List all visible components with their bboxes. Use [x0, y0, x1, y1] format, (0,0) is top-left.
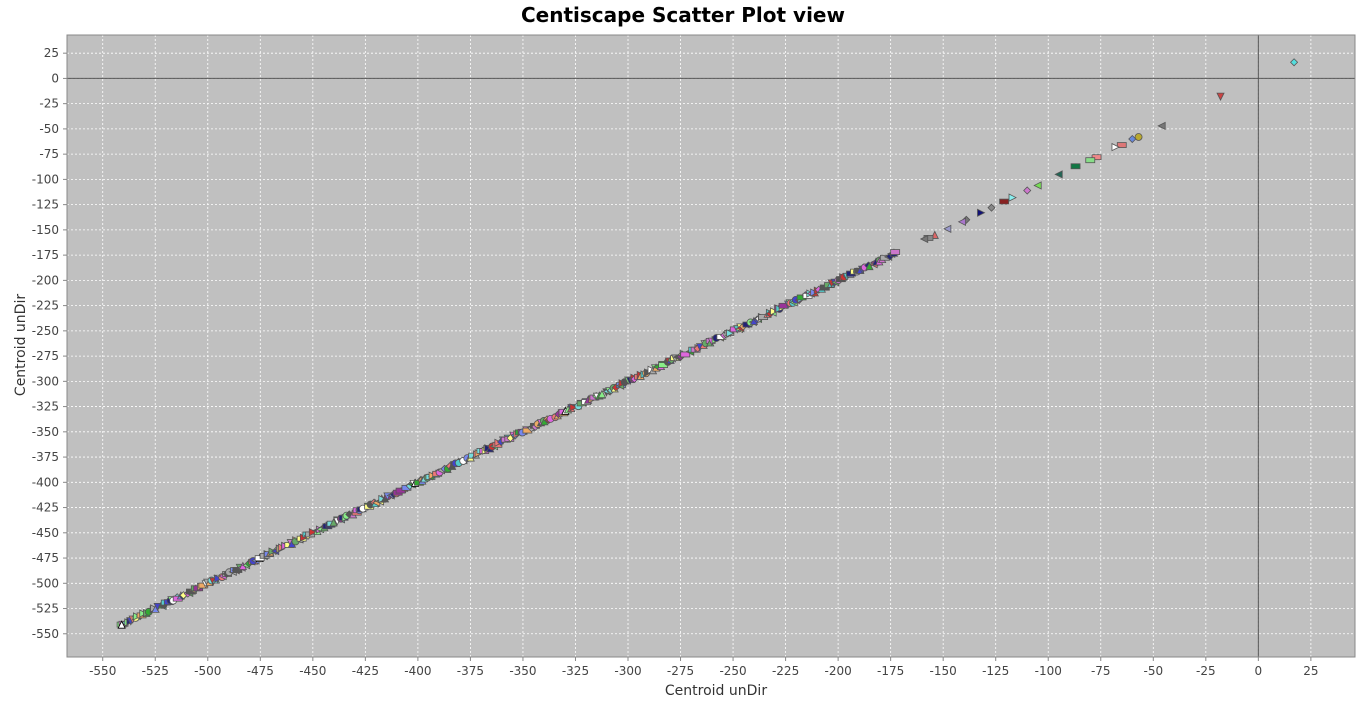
data-point: [1128, 134, 1137, 144]
y-tick-label: -525: [32, 602, 59, 616]
y-tick-label: -200: [32, 273, 59, 287]
data-point: [919, 234, 929, 244]
data-point: [942, 224, 952, 234]
x-tick-label: 0: [1255, 664, 1263, 678]
x-tick-label: -275: [667, 664, 694, 678]
y-tick-label: -100: [32, 172, 59, 186]
x-tick-label: -375: [457, 664, 484, 678]
data-point: [957, 217, 966, 226]
data-point: [1085, 157, 1096, 164]
x-tick-label: -450: [299, 664, 326, 678]
y-axis-label: Centroid unDir: [13, 294, 29, 396]
y-tick-label: -375: [32, 450, 59, 464]
x-tick-label: 25: [1303, 664, 1318, 678]
x-tick-label: -400: [404, 664, 431, 678]
y-tick-label: -50: [39, 122, 59, 136]
data-point: [1033, 181, 1042, 190]
data-point: [987, 203, 996, 212]
data-point: [117, 620, 126, 629]
data-point: [1023, 186, 1032, 195]
x-tick-label: -300: [614, 664, 641, 678]
data-point: [1008, 193, 1017, 202]
data-point: [977, 208, 986, 217]
data-point: [1091, 154, 1102, 161]
data-point: [569, 403, 578, 412]
data-point: [890, 249, 901, 255]
y-tick-label: -25: [39, 97, 59, 111]
y-tick-label: -150: [32, 223, 59, 237]
data-point: [999, 198, 1010, 205]
data-point: [1290, 58, 1299, 67]
x-axis-label: Centroid unDir: [665, 683, 767, 699]
x-tick-label: -425: [352, 664, 379, 678]
y-tick-label: -275: [32, 349, 59, 363]
y-axis: 25 0 -25 -50 -75 -100 -125 -150 -175 -200 -225 -250…: [32, 46, 67, 641]
y-tick-label: -450: [32, 526, 59, 540]
y-tick-label: -475: [32, 551, 59, 565]
x-tick-label: -175: [877, 664, 904, 678]
x-tick-label: -75: [1091, 664, 1111, 678]
data-point: [1134, 133, 1143, 141]
y-tick-label: -425: [32, 501, 59, 515]
y-tick-label: -125: [32, 198, 59, 212]
data-point: [680, 351, 691, 358]
plot-border: [66, 34, 1356, 658]
x-tick-label: -150: [930, 664, 957, 678]
x-tick-label: -50: [1143, 664, 1163, 678]
y-tick-label: -500: [32, 576, 59, 590]
x-tick-label: -550: [89, 664, 116, 678]
y-tick-label: -350: [32, 425, 59, 439]
data-point: [597, 389, 607, 398]
data-point: [1216, 92, 1225, 101]
x-tick-label: -475: [247, 664, 274, 678]
data-point: [1070, 163, 1081, 170]
data-points: [116, 58, 1299, 629]
y-tick-label: -325: [32, 400, 59, 414]
y-tick-label: 0: [51, 71, 59, 85]
y-tick-label: -75: [39, 147, 59, 161]
x-tick-label: -525: [142, 664, 169, 678]
y-tick-label: -225: [32, 299, 59, 313]
data-point: [865, 261, 874, 271]
data-point: [329, 518, 338, 527]
data-point: [1157, 121, 1166, 131]
y-tick-label: -550: [32, 627, 59, 641]
data-point: [770, 307, 779, 316]
grid-lines: [67, 35, 1355, 657]
data-point: [214, 574, 223, 583]
x-tick-label: -25: [1196, 664, 1216, 678]
data-point: [1116, 142, 1127, 148]
y-tick-label: -250: [32, 324, 59, 338]
x-tick-label: -500: [194, 664, 221, 678]
x-axis: -550 -525 -500 -475 -450 -425 -400 -375 -350 -325…: [89, 657, 1319, 678]
data-point: [1111, 142, 1120, 152]
x-tick-label: -100: [1035, 664, 1062, 678]
x-tick-label: -225: [772, 664, 799, 678]
chart-title: Centiscape Scatter Plot view: [521, 3, 845, 27]
x-tick-label: -250: [719, 664, 746, 678]
x-tick-label: -125: [982, 664, 1009, 678]
data-point: [1054, 170, 1063, 179]
y-tick-label: -300: [32, 374, 59, 388]
x-tick-label: -200: [825, 664, 852, 678]
x-tick-label: -350: [509, 664, 536, 678]
y-tick-label: -175: [32, 248, 59, 262]
y-tick-label: 25: [44, 46, 59, 60]
zero-lines: [67, 35, 1355, 657]
x-tick-label: -325: [562, 664, 589, 678]
y-tick-label: -400: [32, 475, 59, 489]
